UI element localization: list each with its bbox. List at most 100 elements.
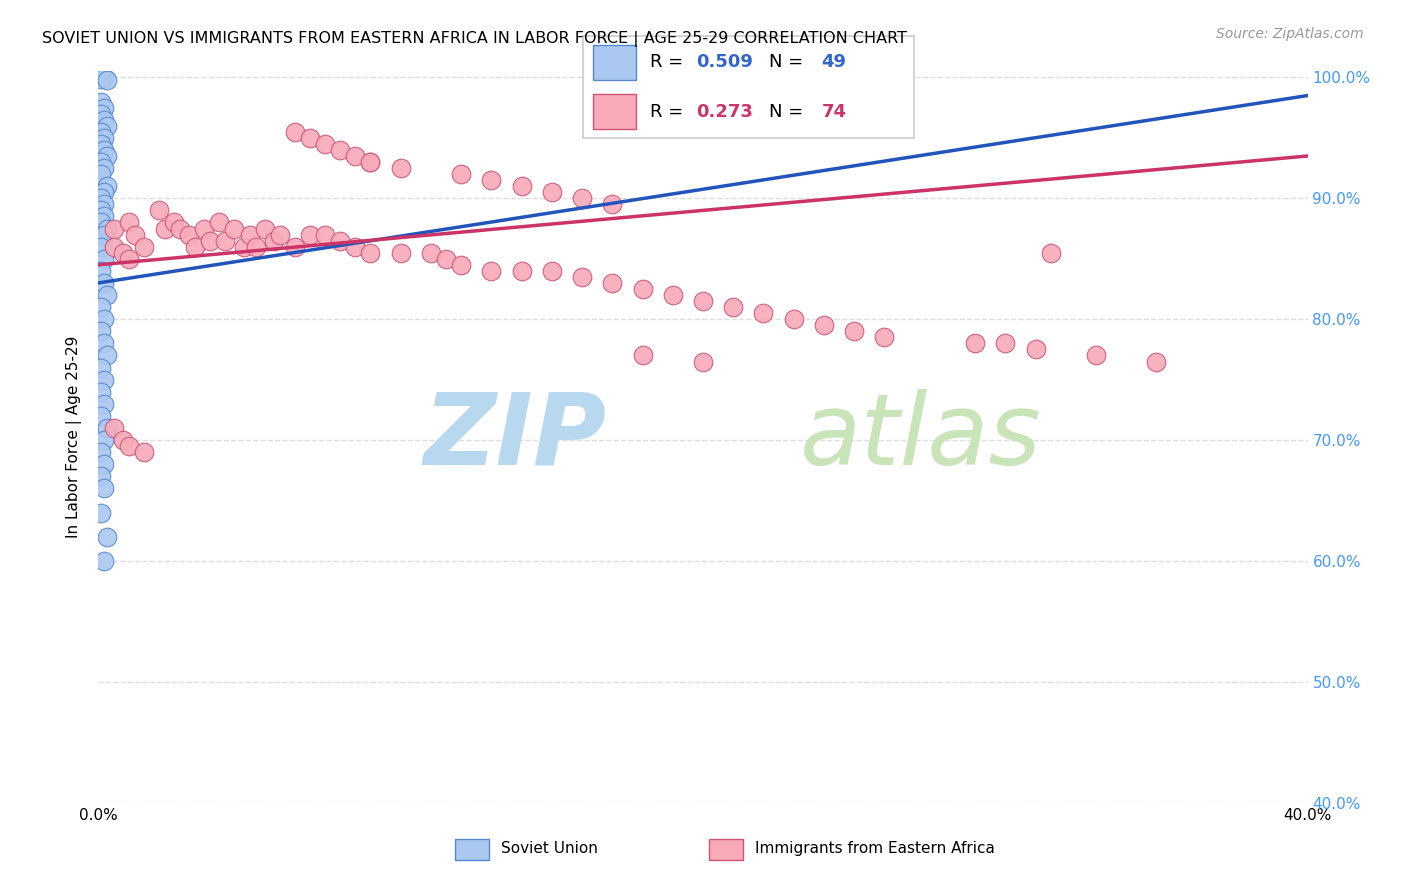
Point xyxy=(540,264,562,278)
Point xyxy=(90,155,112,169)
Point xyxy=(571,269,593,284)
Point xyxy=(90,324,112,338)
Point xyxy=(103,221,125,235)
Point xyxy=(93,554,115,568)
Point xyxy=(93,70,115,85)
Text: N =: N = xyxy=(769,103,808,120)
Point xyxy=(93,312,115,326)
Point xyxy=(93,482,115,496)
Point xyxy=(93,186,115,200)
Point xyxy=(93,397,115,411)
Point xyxy=(434,252,457,266)
Point xyxy=(93,457,115,471)
Point xyxy=(1024,343,1046,357)
Point xyxy=(692,354,714,368)
Text: N =: N = xyxy=(769,54,808,71)
Text: 74: 74 xyxy=(821,103,846,120)
FancyBboxPatch shape xyxy=(456,839,489,860)
Point xyxy=(96,179,118,194)
Point xyxy=(214,234,236,248)
Point xyxy=(723,300,745,314)
Point xyxy=(299,131,322,145)
Point xyxy=(163,215,186,229)
Point xyxy=(239,227,262,242)
Point xyxy=(184,240,207,254)
Point xyxy=(153,221,176,235)
Point xyxy=(344,240,367,254)
Text: R =: R = xyxy=(650,103,689,120)
Point xyxy=(389,161,412,175)
Point xyxy=(90,203,112,218)
Point xyxy=(314,136,336,151)
Text: 49: 49 xyxy=(821,54,846,71)
Point xyxy=(96,421,118,435)
Point xyxy=(90,469,112,483)
FancyBboxPatch shape xyxy=(709,839,742,860)
Point xyxy=(844,324,866,338)
Point xyxy=(360,155,382,169)
Point xyxy=(540,186,562,200)
Point xyxy=(90,300,112,314)
Point xyxy=(481,173,503,187)
Point xyxy=(96,72,118,87)
FancyBboxPatch shape xyxy=(593,95,637,129)
Text: 0.509: 0.509 xyxy=(696,54,752,71)
Point xyxy=(90,125,112,139)
Point xyxy=(93,210,115,224)
Point xyxy=(224,221,246,235)
Point xyxy=(965,336,987,351)
Point xyxy=(360,245,382,260)
Point xyxy=(90,95,112,109)
Point xyxy=(124,227,146,242)
Point xyxy=(245,240,267,254)
Point xyxy=(93,433,115,447)
Point xyxy=(510,179,533,194)
Text: SOVIET UNION VS IMMIGRANTS FROM EASTERN AFRICA IN LABOR FORCE | AGE 25-29 CORREL: SOVIET UNION VS IMMIGRANTS FROM EASTERN … xyxy=(42,31,907,47)
Point xyxy=(93,143,115,157)
Point xyxy=(90,409,112,423)
Point xyxy=(571,191,593,205)
Point xyxy=(96,349,118,363)
Text: Soviet Union: Soviet Union xyxy=(501,841,598,856)
FancyBboxPatch shape xyxy=(593,45,637,79)
Point xyxy=(602,197,624,211)
Point xyxy=(96,288,118,302)
Point xyxy=(360,155,382,169)
Point xyxy=(90,215,112,229)
Point xyxy=(269,227,291,242)
Point xyxy=(96,149,118,163)
Point xyxy=(90,191,112,205)
Point xyxy=(232,240,254,254)
Point xyxy=(813,318,835,333)
Point xyxy=(90,136,112,151)
Point xyxy=(90,506,112,520)
Point xyxy=(93,197,115,211)
Point xyxy=(93,101,115,115)
Point xyxy=(93,373,115,387)
Point xyxy=(481,264,503,278)
Point xyxy=(93,336,115,351)
Point xyxy=(132,240,155,254)
Text: R =: R = xyxy=(650,54,689,71)
Point xyxy=(420,245,443,260)
Point xyxy=(631,349,654,363)
Point xyxy=(111,245,134,260)
Point xyxy=(103,240,125,254)
Point xyxy=(90,384,112,399)
Point xyxy=(450,258,472,272)
Point xyxy=(329,143,352,157)
Text: Source: ZipAtlas.com: Source: ZipAtlas.com xyxy=(1216,27,1364,41)
Point xyxy=(90,445,112,459)
Point xyxy=(103,421,125,435)
Y-axis label: In Labor Force | Age 25-29: In Labor Force | Age 25-29 xyxy=(66,336,83,538)
Point xyxy=(90,240,112,254)
Point xyxy=(1085,349,1108,363)
Text: ZIP: ZIP xyxy=(423,389,606,485)
Text: 0.273: 0.273 xyxy=(696,103,752,120)
Text: Immigrants from Eastern Africa: Immigrants from Eastern Africa xyxy=(755,841,995,856)
Point xyxy=(93,227,115,242)
Point xyxy=(329,234,352,248)
Point xyxy=(90,264,112,278)
Point xyxy=(200,234,222,248)
Point xyxy=(783,312,806,326)
